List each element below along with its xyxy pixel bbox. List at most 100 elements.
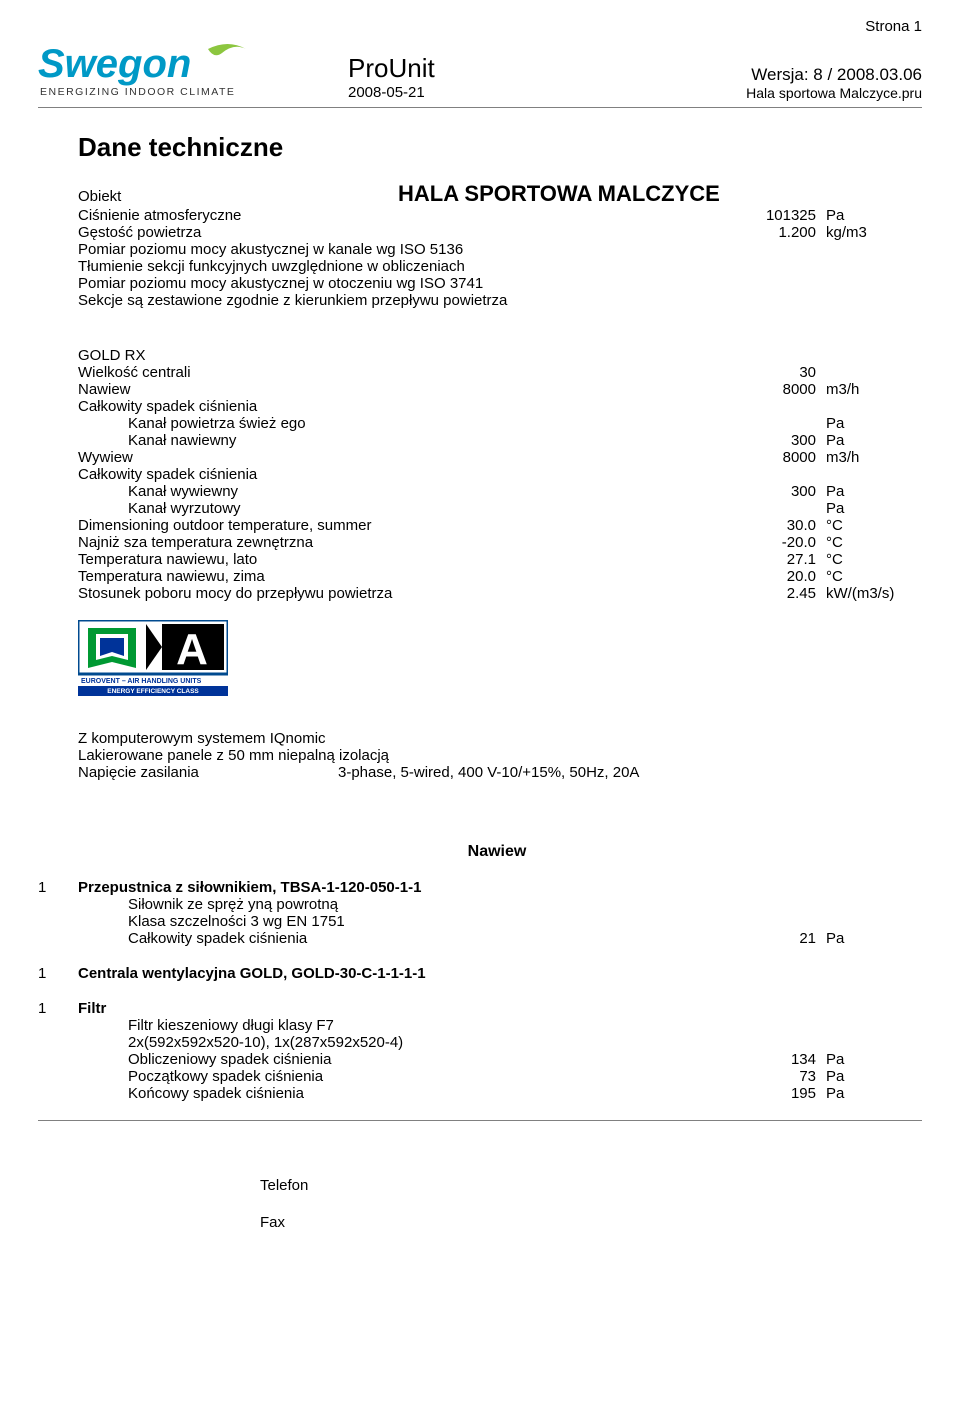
gold-label: Wywiew [78, 449, 726, 466]
item-body: Przepustnica z siłownikiem, TBSA-1-120-0… [78, 879, 916, 947]
gold-unit: °C [816, 568, 916, 585]
gold-value: -20.0 [726, 534, 816, 551]
gold-unit [816, 466, 916, 483]
item-title: Przepustnica z siłownikiem, TBSA-1-120-0… [78, 879, 916, 896]
footer-tel: Telefon [260, 1177, 960, 1194]
item-line-unit [816, 896, 916, 913]
env-label: Gęstość powietrza [78, 224, 726, 241]
app-date: 2008-05-21 [348, 84, 746, 101]
item-line: Końcowy spadek ciśnienia195Pa [78, 1085, 916, 1102]
env-unit: kg/m3 [816, 224, 916, 241]
gold-unit: m3/h [816, 449, 916, 466]
gold-label: Kanał nawiewny [78, 432, 726, 449]
header-right: Wersja: 8 / 2008.03.06 Hala sportowa Mal… [746, 65, 922, 101]
item-line: 2x(592x592x520-10), 1x(287x592x520-4) [78, 1034, 916, 1051]
gold-unit [816, 364, 916, 381]
system-line2: Lakierowane panele z 50 mm niepalną izol… [78, 747, 916, 764]
gold-unit [816, 398, 916, 415]
gold-unit: m3/h [816, 381, 916, 398]
gold-unit: °C [816, 551, 916, 568]
nawiew-heading: Nawiew [78, 843, 916, 861]
item-line: Siłownik ze spręż yną powrotną [78, 896, 916, 913]
gold-value: 2.45 [726, 585, 816, 602]
item-line-label: Klasa szczelności 3 wg EN 1751 [78, 913, 726, 930]
cert-badge: A EUROVENT – AIR HANDLING UNITS ENERGY E… [78, 620, 916, 700]
item-line: Obliczeniowy spadek ciśnienia134Pa [78, 1051, 916, 1068]
note-line: Pomiar poziomu mocy akustycznej w otocze… [78, 275, 916, 292]
gold-row: Wielkość centrali30 [78, 364, 916, 381]
item-line-unit [816, 1034, 916, 1051]
app-title: ProUnit [348, 53, 746, 84]
footer-fax: Fax [260, 1214, 960, 1231]
gold-label: Całkowity spadek ciśnienia [78, 466, 726, 483]
gold-unit: °C [816, 517, 916, 534]
env-row: Ciśnienie atmosferyczne101325Pa [78, 207, 916, 224]
item-line-label: Początkowy spadek ciśnienia [78, 1068, 726, 1085]
gold-value: 8000 [726, 381, 816, 398]
gold-unit: Pa [816, 415, 916, 432]
item-title: Filtr [78, 1000, 916, 1017]
swegon-logo-icon: Swegon ENERGIZING INDOOR CLIMATE [38, 41, 268, 101]
gold-label: Kanał powietrza śwież ego [78, 415, 726, 432]
gold-label: Stosunek poboru mocy do przepływu powiet… [78, 585, 726, 602]
items-block: 1Przepustnica z siłownikiem, TBSA-1-120-… [78, 879, 916, 1102]
gold-row: Stosunek poboru mocy do przepływu powiet… [78, 585, 916, 602]
gold-value [726, 500, 816, 517]
gold-label: Temperatura nawiewu, zima [78, 568, 726, 585]
gold-label: Temperatura nawiewu, lato [78, 551, 726, 568]
item-line-label: Filtr kieszeniowy długi klasy F7 [78, 1017, 726, 1034]
gold-unit: kW/(m3/s) [816, 585, 916, 602]
svg-text:ENERGY EFFICIENCY CLASS: ENERGY EFFICIENCY CLASS [107, 688, 199, 695]
item-line-value [726, 913, 816, 930]
brand-logo: Swegon ENERGIZING INDOOR CLIMATE [38, 41, 268, 101]
env-rows: Ciśnienie atmosferyczne101325PaGęstość p… [78, 207, 916, 241]
item-line-unit: Pa [816, 1051, 916, 1068]
item-line: Klasa szczelności 3 wg EN 1751 [78, 913, 916, 930]
item-line-label: 2x(592x592x520-10), 1x(287x592x520-4) [78, 1034, 726, 1051]
gold-value: 30 [726, 364, 816, 381]
item-line-value [726, 896, 816, 913]
gold-row: Temperatura nawiewu, zima20.0°C [78, 568, 916, 585]
notes-block: Pomiar poziomu mocy akustycznej w kanale… [78, 241, 916, 309]
env-label: Ciśnienie atmosferyczne [78, 207, 726, 224]
gold-label: Najniż sza temperatura zewnętrzna [78, 534, 726, 551]
env-value: 1.200 [726, 224, 816, 241]
gold-row: Najniż sza temperatura zewnętrzna-20.0°C [78, 534, 916, 551]
gold-label: Kanał wywiewny [78, 483, 726, 500]
gold-row: Kanał powietrza śwież ego Pa [78, 415, 916, 432]
version-label: Wersja: 8 / 2008.03.06 [746, 65, 922, 85]
gold-title: GOLD RX [78, 347, 916, 364]
page-number: Strona 1 [38, 18, 922, 35]
item-line-value: 134 [726, 1051, 816, 1068]
item-title: Centrala wentylacyjna GOLD, GOLD-30-C-1-… [78, 965, 916, 982]
note-line: Sekcje są zestawione zgodnie z kierunkie… [78, 292, 916, 309]
item-line-value: 73 [726, 1068, 816, 1085]
item-line: Całkowity spadek ciśnienia21Pa [78, 930, 916, 947]
footer: Telefon Fax [0, 1177, 960, 1231]
item-line-unit: Pa [816, 1085, 916, 1102]
env-value: 101325 [726, 207, 816, 224]
gold-label: Nawiew [78, 381, 726, 398]
item-line-label: Obliczeniowy spadek ciśnienia [78, 1051, 726, 1068]
gold-value: 30.0 [726, 517, 816, 534]
gold-row: Kanał wywiewny300Pa [78, 483, 916, 500]
list-item: 1Centrala wentylacyjna GOLD, GOLD-30-C-1… [78, 965, 916, 982]
item-line-label: Całkowity spadek ciśnienia [78, 930, 726, 947]
item-line-unit [816, 913, 916, 930]
gold-row: Całkowity spadek ciśnienia [78, 466, 916, 483]
system-line1: Z komputerowym systemem IQnomic [78, 730, 916, 747]
gold-value [726, 398, 816, 415]
gold-unit: Pa [816, 432, 916, 449]
gold-value: 300 [726, 483, 816, 500]
gold-row: Dimensioning outdoor temperature, summer… [78, 517, 916, 534]
gold-label: Wielkość centrali [78, 364, 726, 381]
item-body: FiltrFiltr kieszeniowy długi klasy F72x(… [78, 1000, 916, 1102]
gold-row: Kanał nawiewny300Pa [78, 432, 916, 449]
gold-rows: Wielkość centrali30Nawiew8000m3/hCałkowi… [78, 364, 916, 602]
object-label: Obiekt [78, 188, 398, 205]
gold-unit: Pa [816, 483, 916, 500]
gold-row: Nawiew8000m3/h [78, 381, 916, 398]
item-line: Filtr kieszeniowy długi klasy F7 [78, 1017, 916, 1034]
footer-divider [38, 1120, 922, 1121]
gold-value [726, 466, 816, 483]
